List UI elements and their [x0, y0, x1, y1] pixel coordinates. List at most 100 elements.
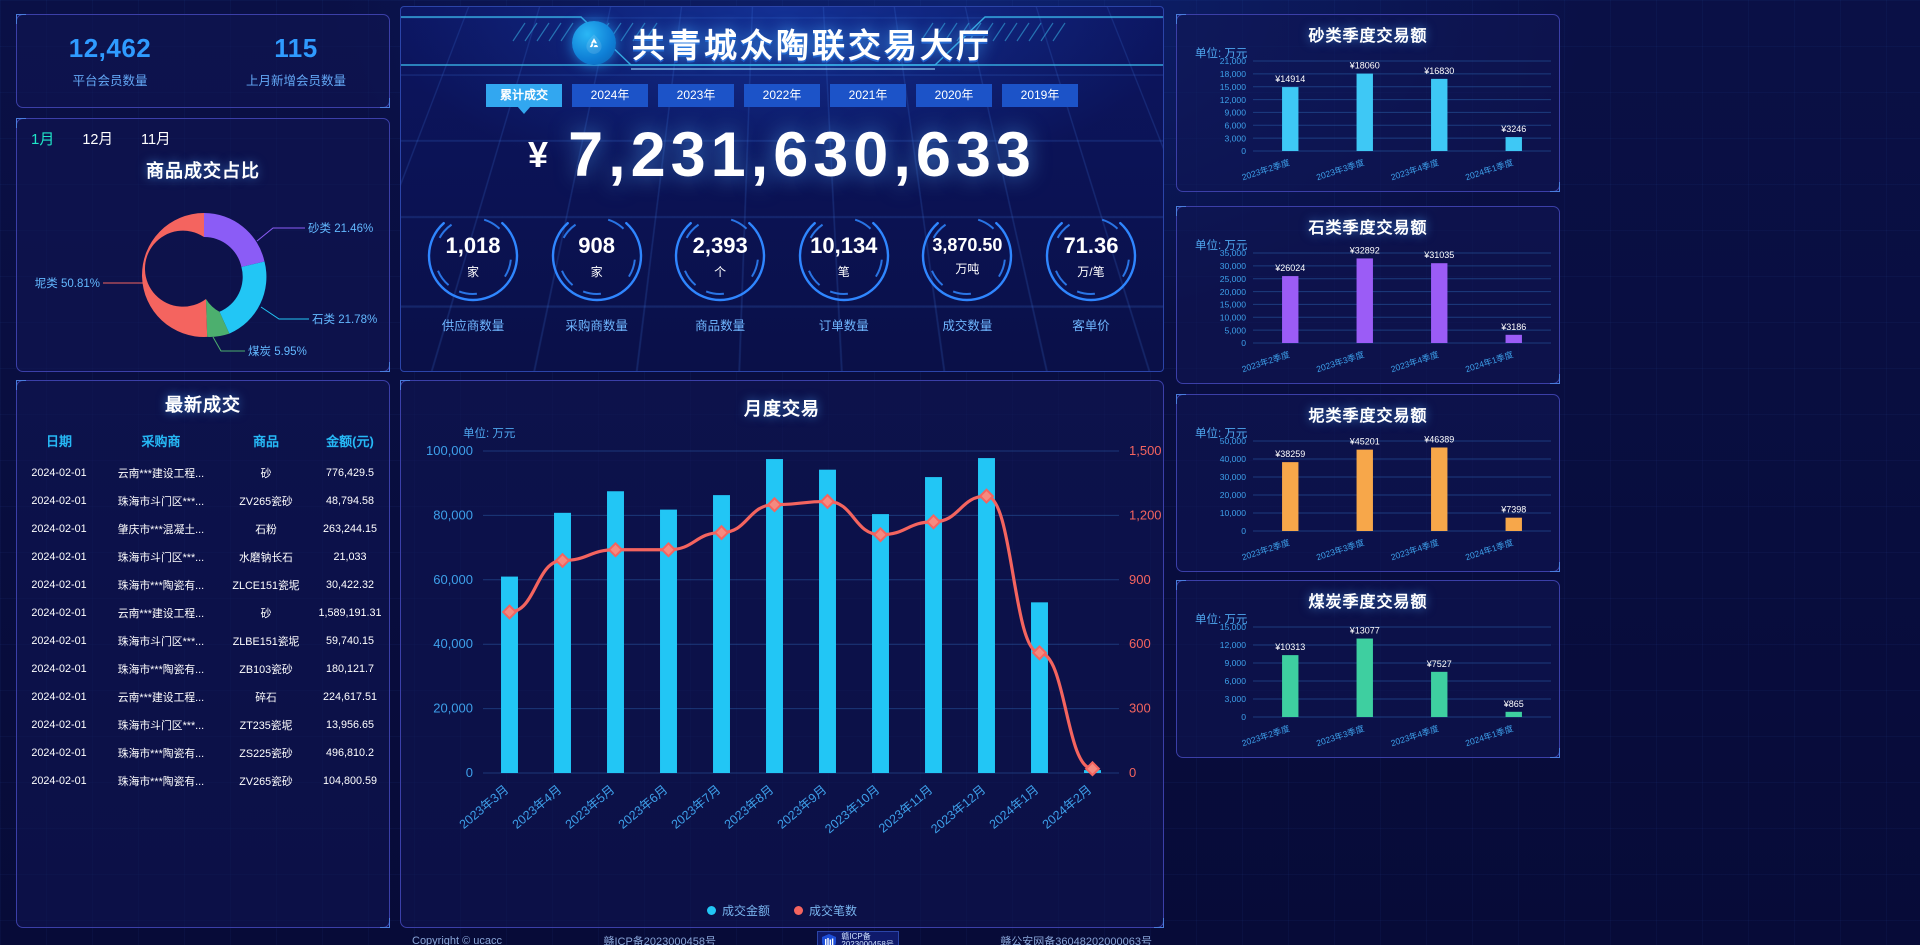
monthly-xtick: 2023年11月: [876, 783, 935, 836]
table-row[interactable]: 2024-02-01 珠海市***陶瓷有... ZB103瓷砂 180,121.7: [17, 655, 389, 683]
quarterly-bar[interactable]: [1282, 462, 1299, 531]
stat-ring-1: 908 家采购商数量: [538, 206, 656, 334]
monthly-line-marker[interactable]: [607, 541, 624, 558]
table-row[interactable]: 2024-02-01 珠海市斗门区***... ZV265瓷砂 48,794.58: [17, 487, 389, 515]
cell-date: 2024-02-01: [31, 775, 87, 787]
year-tab-2020[interactable]: 2020年: [916, 84, 992, 107]
quarterly-bar[interactable]: [1431, 263, 1448, 343]
legend-item-amount[interactable]: 成交金额: [706, 902, 770, 919]
beian-line-2: 2023000458号: [841, 940, 894, 945]
monthly-bar[interactable]: [660, 509, 677, 773]
monthly-line-marker[interactable]: [554, 552, 571, 569]
quarterly-bar[interactable]: [1505, 517, 1522, 531]
police-record-link[interactable]: 赣公安网备36048202000063号: [1000, 936, 1152, 945]
quarterly-bar[interactable]: [1431, 447, 1448, 531]
ring-value: 10,134: [810, 232, 878, 258]
total-amount-value: 7,231,630,633: [568, 120, 1036, 190]
quarterly-bar[interactable]: [1356, 73, 1373, 151]
monthly-line-marker[interactable]: [925, 514, 942, 530]
quarterly-bar[interactable]: [1505, 334, 1522, 343]
quarterly-bar[interactable]: [1431, 78, 1448, 151]
quarterly-xtick: 2023年3季度: [1315, 348, 1366, 374]
table-row[interactable]: 2024-02-01 珠海市***陶瓷有... ZLCE151瓷坭 30,422.32: [17, 571, 389, 599]
kpi-item-new-members: 115 上月新增会员数量: [203, 33, 389, 89]
monthly-line-marker[interactable]: [660, 541, 677, 558]
monthly-bar[interactable]: [554, 512, 571, 773]
monthly-bar[interactable]: [978, 458, 995, 773]
cell-amount: 59,740.15: [325, 635, 375, 647]
product-share-title: 商品成交占比: [146, 161, 260, 181]
quarterly-bar-label: ¥18060: [1349, 61, 1380, 71]
year-tab-cumulative[interactable]: 累计成交: [486, 84, 562, 114]
monthly-bar[interactable]: [713, 495, 730, 773]
monthly-line-marker[interactable]: [1031, 645, 1048, 661]
donut-svg: 砂类 21.46% 石类 21.78% 煤炭 5.95% 坭类 50.81%: [35, 213, 377, 358]
monthly-line-marker[interactable]: [819, 493, 836, 510]
monthly-line-marker[interactable]: [713, 524, 730, 541]
cell-buyer: 肇庆市***混凝土...: [117, 524, 205, 536]
month-tab-dec[interactable]: 12月: [82, 132, 113, 148]
monthly-bar[interactable]: [872, 514, 889, 773]
cell-goods: ZLBE151瓷坭: [232, 636, 300, 648]
monthly-line-marker[interactable]: [1084, 760, 1101, 777]
quarterly-xtick: 2023年4季度: [1389, 156, 1440, 182]
cell-date: 2024-02-01: [31, 747, 87, 759]
quarterly-bar[interactable]: [1356, 449, 1373, 531]
quarterly-bar[interactable]: [1282, 276, 1299, 343]
table-row[interactable]: 2024-02-01 珠海市斗门区***... ZLBE151瓷坭 59,740.15: [17, 627, 389, 655]
monthly-bar[interactable]: [819, 469, 836, 773]
quarterly-ytick: 20,000: [1220, 490, 1247, 500]
quarterly-ytick: 10,000: [1220, 312, 1247, 322]
beian-badge[interactable]: 赣ICP备 2023000458号: [817, 930, 899, 945]
monthly-line-marker[interactable]: [872, 526, 889, 543]
ring-unit: 万吨: [955, 262, 980, 276]
monthly-bar[interactable]: [925, 477, 942, 773]
table-row[interactable]: 2024-02-01 珠海市斗门区***... ZT235瓷坭 13,956.65: [17, 711, 389, 739]
monthly-line-marker[interactable]: [978, 488, 995, 504]
cell-goods: 水磨钠长石: [239, 552, 293, 564]
quarterly-bar[interactable]: [1282, 655, 1299, 717]
year-tab-2019[interactable]: 2019年: [1002, 84, 1078, 107]
table-row[interactable]: 2024-02-01 珠海市斗门区***... 水磨钠长石 21,033: [17, 543, 389, 571]
quarterly-bar-label: ¥14914: [1274, 74, 1305, 84]
table-row[interactable]: 2024-02-01 珠海市***陶瓷有... ZS225瓷砂 496,810.2: [17, 739, 389, 767]
table-row[interactable]: 2024-02-01 云南***建设工程... 砂 776,429.5: [17, 459, 389, 487]
quarterly-bar[interactable]: [1431, 671, 1448, 717]
table-row[interactable]: 2024-02-01 肇庆市***混凝土... 石粉 263,244.15: [17, 515, 389, 543]
monthly-bar[interactable]: [1031, 602, 1048, 773]
ring-unit: 万/笔: [1077, 264, 1105, 279]
monthly-line-marker[interactable]: [766, 496, 783, 513]
month-tab-jan[interactable]: 1月: [31, 131, 55, 148]
table-row[interactable]: 2024-02-01 云南***建设工程... 砂 1,589,191.31: [17, 599, 389, 627]
year-tab-2022[interactable]: 2022年: [744, 84, 820, 107]
table-row[interactable]: 2024-02-01 珠海市***陶瓷有... ZV265瓷砂 104,800.59: [17, 767, 389, 795]
quarterly-bar[interactable]: [1356, 638, 1373, 717]
month-tab-nov[interactable]: 11月: [140, 132, 171, 148]
year-tab-2023[interactable]: 2023年: [658, 84, 734, 107]
quarterly-bar[interactable]: [1505, 137, 1522, 151]
cell-goods: ZB103瓷砂: [239, 664, 293, 676]
legend-item-count[interactable]: 成交笔数: [794, 902, 857, 919]
quarterly-bar[interactable]: [1505, 711, 1522, 717]
monthly-bar[interactable]: [766, 459, 783, 773]
member-kpi-panel: 12,462 平台会员数量 115 上月新增会员数量: [16, 14, 390, 108]
stone-quarterly-panel: 石类季度交易额 单位: 万元 0 5,000 10,000 15,000 20,000 2…: [1176, 206, 1560, 384]
monthly-ytick-right: 600: [1129, 636, 1151, 651]
monthly-bar[interactable]: [501, 576, 518, 773]
quarterly-xtick: 2023年3季度: [1315, 536, 1366, 562]
year-tab-2021[interactable]: 2021年: [830, 84, 906, 107]
monthly-ytick-right: 1,500: [1129, 443, 1162, 458]
monthly-bar[interactable]: [607, 491, 624, 773]
ring-gauge-svg: [674, 210, 766, 302]
ring-name: 成交数量: [942, 319, 993, 333]
kpi-value: 115: [274, 33, 318, 63]
icp-link[interactable]: 赣ICP备2023000458号: [603, 936, 716, 945]
ring-gauge: 71.36 万/笔: [1041, 206, 1141, 306]
quarterly-bar[interactable]: [1356, 258, 1373, 343]
stat-ring-0: 1,018 家供应商数量: [414, 206, 532, 334]
monthly-line-marker[interactable]: [501, 604, 518, 620]
cell-amount: 30,422.32: [325, 579, 375, 591]
year-tab-2024[interactable]: 2024年: [572, 84, 648, 107]
quarterly-bar[interactable]: [1282, 87, 1299, 151]
table-row[interactable]: 2024-02-01 云南***建设工程... 碎石 224,617.51: [17, 683, 389, 711]
